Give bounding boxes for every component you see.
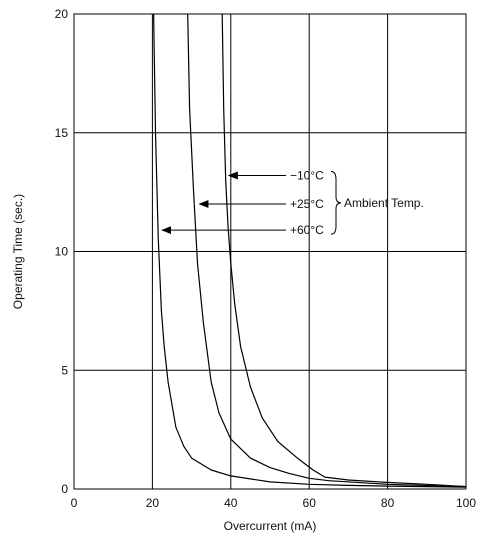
x-tick-label: 80 — [381, 496, 395, 510]
y-axis-label: Operating Time (sec.) — [11, 194, 25, 309]
y-tick-label: 15 — [55, 126, 69, 140]
tick-labels: 0 20 40 60 80 100 0 5 10 15 20 — [55, 7, 477, 510]
annotation-label: −10°C — [290, 169, 324, 183]
x-tick-label: 100 — [456, 496, 476, 510]
y-tick-label: 20 — [55, 7, 69, 21]
series-line — [187, 13, 467, 488]
annotation-label: +25°C — [290, 197, 324, 211]
annotation-label: +60°C — [290, 223, 324, 237]
x-tick-label: 40 — [224, 496, 238, 510]
x-axis-label: Overcurrent (mA) — [224, 519, 317, 533]
annotation-brace — [330, 171, 342, 235]
annotation-group-label: Ambient Temp. — [344, 196, 424, 210]
x-tick-label: 0 — [71, 496, 78, 510]
annotations: −10°C +25°C +60°C Ambient Temp. — [161, 169, 424, 237]
curves — [153, 13, 467, 488]
x-tick-label: 60 — [303, 496, 317, 510]
series-line — [153, 13, 467, 488]
plot-frame — [73, 13, 467, 490]
x-tick-label: 20 — [146, 496, 160, 510]
y-tick-label: 0 — [61, 482, 68, 496]
series-line — [221, 13, 467, 488]
y-tick-label: 10 — [55, 245, 69, 259]
grid — [74, 14, 466, 489]
y-tick-label: 5 — [61, 363, 68, 377]
